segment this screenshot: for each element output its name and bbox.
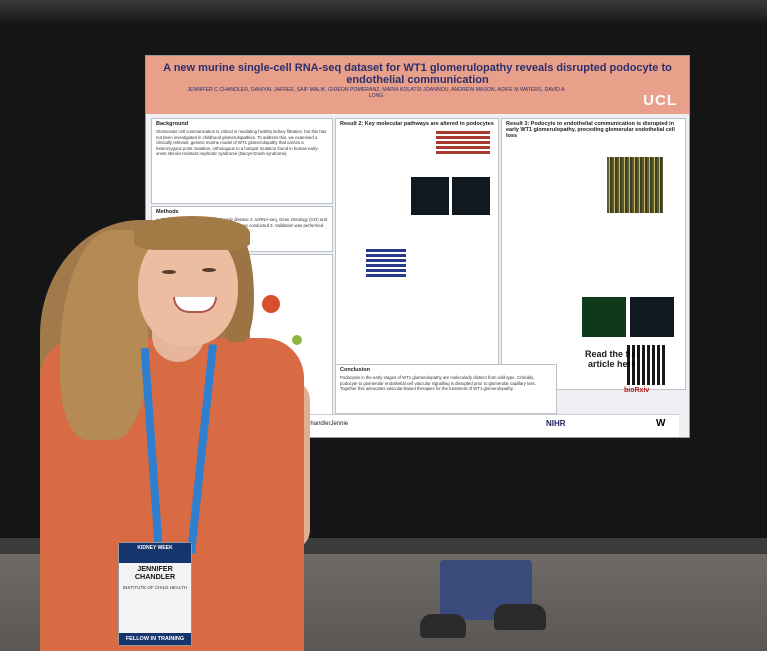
conclusion-box: Conclusion Podocytes in the early stages…	[335, 364, 557, 414]
read-full-article: Read the full article here	[584, 349, 639, 369]
wellcome-logo: W	[656, 418, 666, 429]
go-bar-chart	[436, 131, 490, 155]
poster-authors: JENNIFER C CHANDLER, DANIYAL JAFREE, SAI…	[187, 87, 565, 99]
badge-institution: INSTITUTE OF CHILD HEALTH	[122, 585, 188, 590]
background-box: Background Glomerular cell communication…	[151, 118, 333, 204]
background-person-shoe	[420, 614, 466, 638]
poster-header: A new murine single-cell RNA-seq dataset…	[146, 56, 689, 114]
qr-code	[627, 345, 667, 385]
name-badge: KIDNEY WEEK JENNIFER CHANDLER INSTITUTE …	[118, 542, 192, 646]
go-bar-chart	[366, 249, 406, 277]
poster-footer: @ChandlerJennie NIHR W	[296, 414, 679, 437]
background-title: Background	[156, 121, 189, 127]
badge-ribbon: FELLOW IN TRAINING	[119, 633, 191, 645]
eye	[202, 268, 216, 272]
poster-title: A new murine single-cell RNA-seq dataset…	[163, 62, 672, 86]
biorxiv-logo: bioRxiv	[624, 387, 650, 394]
cluster-marker	[262, 295, 280, 313]
result2-box: Result 2: Key molecular pathways are alt…	[335, 118, 499, 390]
microscopy-image	[630, 297, 674, 337]
ceiling	[0, 0, 767, 22]
methods-title: Methods	[156, 209, 179, 215]
badge-name: JENNIFER CHANDLER	[134, 564, 176, 581]
microscopy-image	[411, 177, 449, 215]
eye	[162, 270, 176, 274]
background-person-shoe	[494, 604, 546, 630]
microscopy-image	[582, 297, 626, 337]
conclusion-text: Podocytes in the early stages of WT1 glo…	[340, 375, 536, 392]
conclusion-title: Conclusion	[340, 367, 370, 373]
ucl-logo: UCL	[643, 92, 677, 109]
microscopy-image	[452, 177, 490, 215]
hair	[134, 216, 250, 250]
nihr-logo: NIHR	[546, 419, 566, 428]
cluster-marker	[292, 335, 302, 345]
result2-title: Result 2: Key molecular pathways are alt…	[340, 121, 494, 127]
result3-box: Result 3: Podocyte to endothelial commun…	[501, 118, 686, 394]
result3-title: Result 3: Podocyte to endothelial commun…	[506, 121, 675, 139]
badge-event: KIDNEY WEEK	[119, 543, 191, 563]
background-text: Glomerular cell communication is critica…	[156, 129, 327, 157]
ligand-receptor-heatmap	[607, 157, 663, 213]
twitter-handle: @ChandlerJennie	[300, 421, 349, 427]
